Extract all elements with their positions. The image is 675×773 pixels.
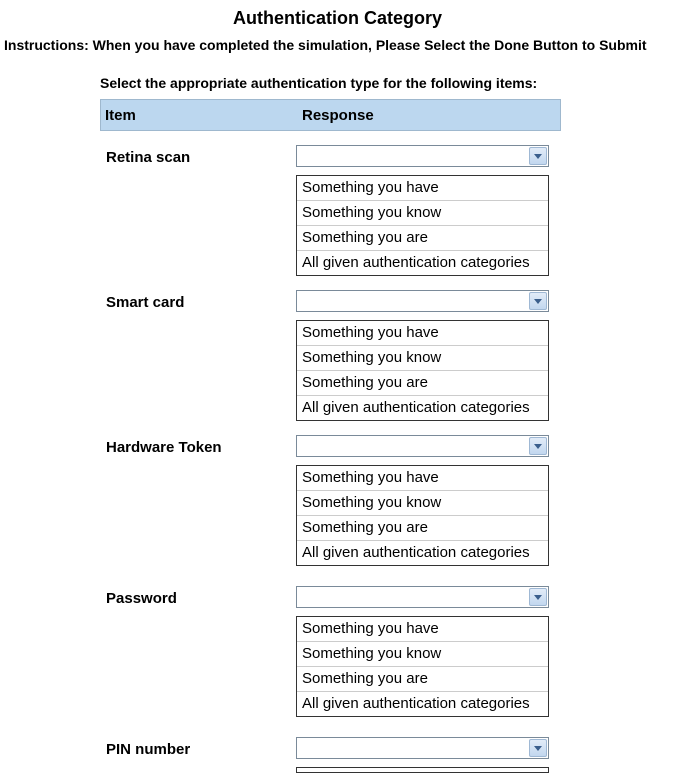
- option-item[interactable]: Something you have: [297, 768, 548, 773]
- option-item[interactable]: Something you have: [297, 617, 548, 642]
- chevron-down-icon: [529, 292, 547, 310]
- option-item[interactable]: All given authentication categories: [297, 692, 548, 716]
- item-label: Hardware Token: [100, 435, 296, 456]
- header-item-col: Item: [101, 107, 302, 124]
- response-col: Something you have: [296, 737, 551, 773]
- table-header: Item Response: [100, 99, 561, 131]
- option-item[interactable]: Something you know: [297, 346, 548, 371]
- option-item[interactable]: Something you have: [297, 321, 548, 346]
- options-list: Something you have Something you know So…: [296, 616, 549, 717]
- chevron-down-icon: [529, 147, 547, 165]
- response-col: Something you have Something you know So…: [296, 145, 551, 276]
- item-row: Password Something you have Something yo…: [100, 586, 675, 717]
- options-list: Something you have Something you know So…: [296, 175, 549, 276]
- chevron-down-icon: [529, 739, 547, 757]
- header-response-col: Response: [302, 107, 374, 124]
- item-row: Hardware Token Something you have Someth…: [100, 435, 675, 566]
- option-item[interactable]: All given authentication categories: [297, 541, 548, 565]
- response-dropdown[interactable]: [296, 586, 549, 608]
- option-item[interactable]: Something you are: [297, 226, 548, 251]
- chevron-down-icon: [529, 437, 547, 455]
- response-dropdown[interactable]: [296, 435, 549, 457]
- option-item[interactable]: All given authentication categories: [297, 396, 548, 420]
- response-col: Something you have Something you know So…: [296, 290, 551, 421]
- option-item[interactable]: Something you have: [297, 466, 548, 491]
- item-label: Retina scan: [100, 145, 296, 166]
- options-list: Something you have: [296, 767, 549, 773]
- form-container: Select the appropriate authentication ty…: [100, 75, 675, 773]
- chevron-down-icon: [529, 588, 547, 606]
- item-row: PIN number Something you have: [100, 737, 675, 773]
- item-row: Retina scan Something you have Something…: [100, 145, 675, 276]
- page-title: Authentication Category: [0, 8, 675, 29]
- instructions-text: Instructions: When you have completed th…: [4, 37, 671, 53]
- option-item[interactable]: All given authentication categories: [297, 251, 548, 275]
- item-label: Password: [100, 586, 296, 607]
- option-item[interactable]: Something you know: [297, 642, 548, 667]
- response-col: Something you have Something you know So…: [296, 586, 551, 717]
- item-label: PIN number: [100, 737, 296, 758]
- option-item[interactable]: Something you know: [297, 491, 548, 516]
- prompt-text: Select the appropriate authentication ty…: [100, 75, 675, 91]
- option-item[interactable]: Something you are: [297, 516, 548, 541]
- option-item[interactable]: Something you have: [297, 176, 548, 201]
- options-list: Something you have Something you know So…: [296, 320, 549, 421]
- options-list: Something you have Something you know So…: [296, 465, 549, 566]
- option-item[interactable]: Something you are: [297, 371, 548, 396]
- item-row: Smart card Something you have Something …: [100, 290, 675, 421]
- response-dropdown[interactable]: [296, 145, 549, 167]
- option-item[interactable]: Something you know: [297, 201, 548, 226]
- response-dropdown[interactable]: [296, 290, 549, 312]
- response-dropdown[interactable]: [296, 737, 549, 759]
- option-item[interactable]: Something you are: [297, 667, 548, 692]
- item-label: Smart card: [100, 290, 296, 311]
- response-col: Something you have Something you know So…: [296, 435, 551, 566]
